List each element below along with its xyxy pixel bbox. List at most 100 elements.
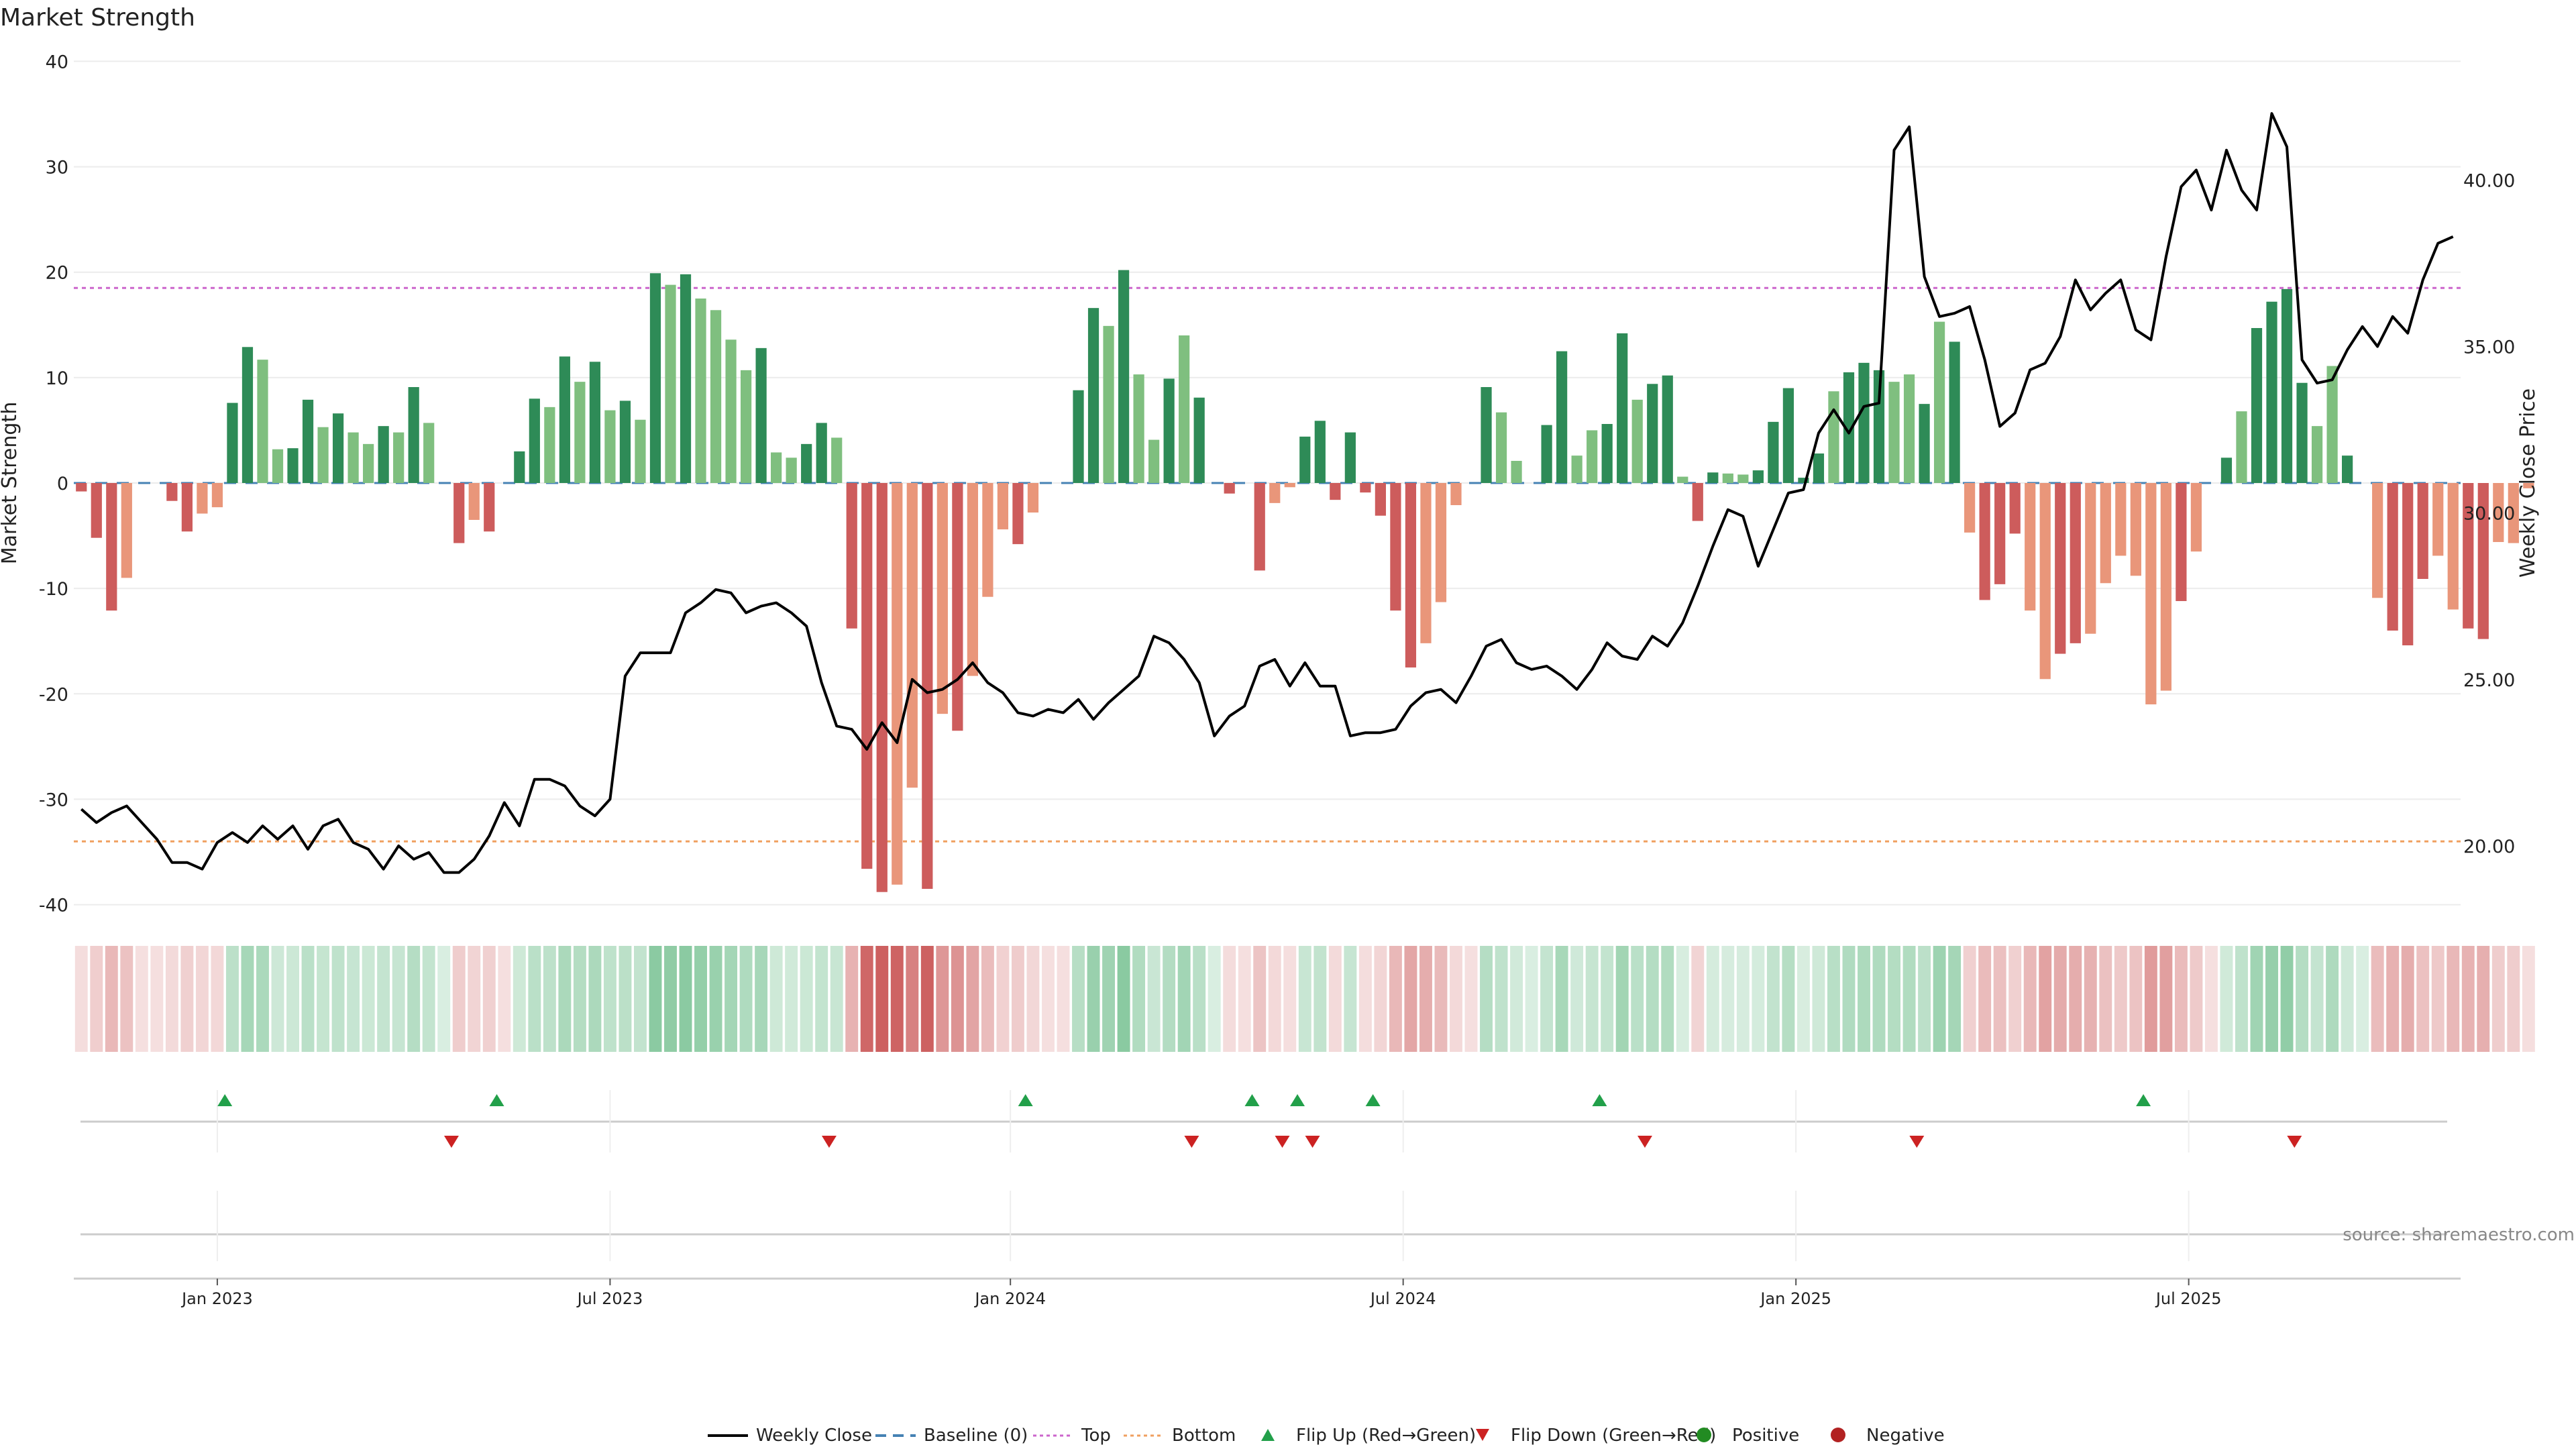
heat-cell (573, 946, 586, 1052)
strength-bar (453, 483, 465, 543)
strength-bar (2055, 483, 2066, 654)
strength-bar (106, 483, 117, 611)
heat-cell (1238, 946, 1251, 1052)
strength-bar (2266, 301, 2277, 483)
heat-cell (543, 946, 556, 1052)
heat-cell (120, 946, 133, 1052)
heat-cell (211, 946, 224, 1052)
strength-bar (892, 483, 903, 885)
heat-cell (951, 946, 964, 1052)
strength-bar (1179, 335, 1190, 483)
heat-cell (1646, 946, 1659, 1052)
strength-bar (1873, 370, 1885, 483)
strength-bar (589, 362, 601, 483)
heat-strip (74, 946, 2535, 1052)
heat-cell (90, 946, 103, 1052)
strength-bar (2402, 483, 2414, 645)
heat-cell (558, 946, 572, 1052)
heat-cell (2144, 946, 2157, 1052)
heat-cell (1464, 946, 1478, 1052)
strength-bar (1556, 351, 1568, 483)
flip-down-marker (2287, 1136, 2302, 1148)
heat-cell (1495, 946, 1508, 1052)
heat-cell (331, 946, 345, 1052)
strength-bar (227, 402, 238, 483)
heat-cell (2447, 946, 2460, 1052)
source-credit: source: sharemaestro.com (2343, 1225, 2575, 1245)
heat-cell (1631, 946, 1644, 1052)
flip-down-marker (443, 1136, 459, 1148)
flip-down-marker (1305, 1136, 1320, 1148)
strength-bar (332, 413, 344, 483)
strength-bar (2130, 483, 2141, 576)
strength-bar (1782, 388, 1794, 483)
heat-cell (1812, 946, 1825, 1052)
heat-cell (407, 946, 421, 1052)
strength-bar (740, 370, 752, 483)
strength-bar (2176, 483, 2187, 601)
strength-bar (1979, 483, 1990, 600)
heat-cell (1555, 946, 1568, 1052)
strength-bar (1087, 308, 1099, 483)
strength-bar (967, 483, 978, 676)
strength-bar (1360, 483, 1371, 493)
strength-bar (211, 483, 223, 508)
strength-bar (1692, 483, 1703, 521)
heat-cell (1026, 946, 1040, 1052)
heat-cell (875, 946, 889, 1052)
heat-cell (2296, 946, 2309, 1052)
flip-up-marker (1365, 1094, 1381, 1106)
strength-bar (1647, 384, 1658, 483)
strength-bar (846, 483, 857, 629)
heat-cell (679, 946, 692, 1052)
heat-cell (1858, 946, 1870, 1052)
strength-bar (1103, 325, 1114, 483)
strength-bar (76, 483, 87, 492)
heat-cell (1208, 946, 1221, 1052)
heat-cell (1480, 946, 1493, 1052)
heat-cell (2069, 946, 2082, 1052)
axes: -40 -30 -20 -10 0 10 20 30 40 20.00 25.00 30.00 35.0… (39, 52, 2515, 1308)
flip-down-marker (1637, 1136, 1652, 1148)
legend-swatch-flip-up (1261, 1429, 1275, 1441)
strength-bar (619, 400, 631, 483)
heat-cell (482, 946, 496, 1052)
heat-cell (2401, 946, 2414, 1052)
heat-cell (1872, 946, 1886, 1052)
left-tick-label: 0 (57, 474, 68, 494)
heat-cell (362, 946, 375, 1052)
left-tick-label: -30 (39, 790, 68, 810)
heat-cell (1933, 946, 1946, 1052)
strength-bar (257, 360, 268, 483)
heat-cell (1193, 946, 1206, 1052)
heat-cell (2220, 946, 2233, 1052)
strength-bar (2372, 483, 2383, 598)
left-tick-label: -10 (39, 579, 68, 600)
strength-bar (1012, 483, 1024, 545)
strength-bar (559, 356, 570, 483)
strength-bar (529, 398, 540, 483)
heat-cell (1963, 946, 1976, 1052)
heat-cell (2416, 946, 2430, 1052)
heat-cell (755, 946, 768, 1052)
strength-bar (1888, 382, 1900, 483)
legend-swatch-flip-down (1476, 1429, 1489, 1441)
strength-bar (680, 274, 692, 483)
strength-bar (272, 449, 284, 483)
left-tick-label: 10 (46, 368, 68, 389)
strength-bar (2463, 483, 2474, 629)
strength-bar (710, 310, 722, 483)
heat-cell (2204, 946, 2218, 1052)
heat-cell (1676, 946, 1689, 1052)
heat-cell (2326, 946, 2339, 1052)
strength-bar (1571, 455, 1582, 483)
heat-cell (860, 946, 873, 1052)
heat-cell (1147, 946, 1161, 1052)
heat-cell (1298, 946, 1311, 1052)
heat-cell (1570, 946, 1584, 1052)
weekly-close-series (80, 112, 2454, 874)
heat-cell (845, 946, 859, 1052)
strength-bar (1148, 439, 1160, 483)
heat-cell (2114, 946, 2127, 1052)
strength-bar (287, 448, 299, 483)
